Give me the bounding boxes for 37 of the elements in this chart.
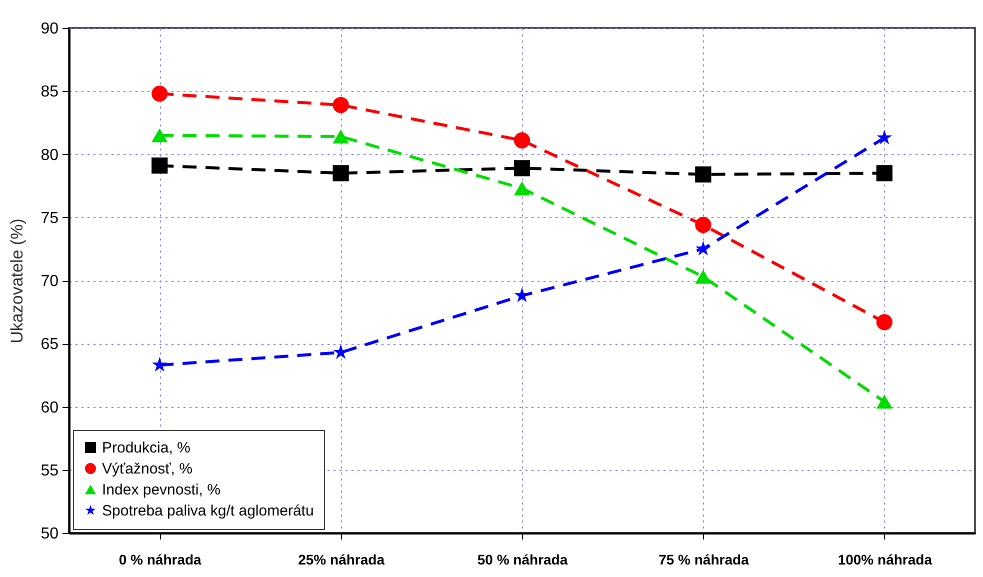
y-tick-label: 50 (40, 526, 59, 542)
point (514, 181, 530, 196)
y-axis-title: Ukazovatele (%) (8, 218, 27, 344)
y-tick-label: 80 (40, 146, 59, 164)
point (514, 132, 530, 148)
y-tick-label: 55 (40, 462, 59, 480)
point (695, 166, 712, 183)
y-tick-label: 75 (40, 210, 59, 227)
x-tick-label: 50 % náhrada (477, 552, 568, 568)
x-tick-label: 100% náhrada (838, 552, 932, 568)
point (876, 165, 892, 182)
point (332, 96, 349, 114)
point (876, 130, 892, 144)
y-tick-label: 60 (40, 399, 59, 416)
point (696, 240, 711, 256)
point (695, 216, 712, 233)
legend-label: Spotreba paliva kg/t aglomerátu (102, 502, 314, 520)
point (332, 165, 349, 182)
legend-label: Produkcia, % (102, 440, 190, 456)
point (876, 394, 892, 409)
x-tick-label: 0 % náhrada (118, 552, 202, 568)
point (876, 314, 892, 330)
point (152, 357, 168, 372)
point (514, 160, 530, 176)
point (332, 130, 349, 144)
point (152, 158, 168, 174)
x-tick-label: 75 % náhrada (658, 552, 750, 568)
legend-label: Výťažnosť, % (102, 460, 192, 478)
point (152, 128, 168, 142)
x-tick-label: 25% náhrada (298, 552, 385, 568)
y-tick-label: 65 (40, 336, 59, 354)
point (152, 86, 168, 102)
y-tick-label: 90 (40, 20, 59, 38)
y-tick-label: 70 (40, 273, 59, 290)
y-tick-label: 85 (40, 84, 59, 101)
legend-label: Index pevnosti, % (102, 482, 220, 498)
point (695, 270, 712, 284)
